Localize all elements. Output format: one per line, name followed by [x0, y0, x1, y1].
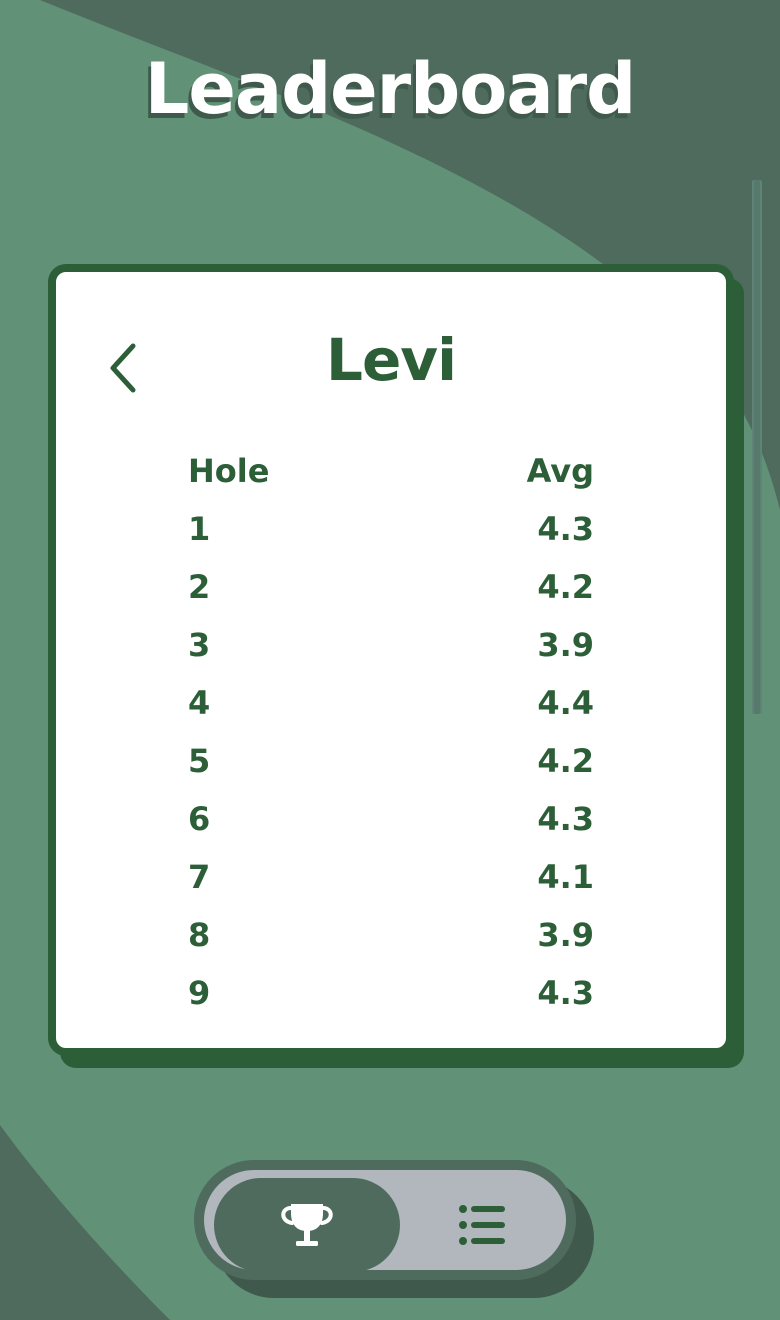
hole-number: 3	[188, 626, 211, 664]
hole-average: 4.3	[537, 974, 594, 1012]
table-header-row: Hole Avg	[188, 442, 594, 500]
hole-number: 2	[188, 568, 211, 606]
hole-number: 4	[188, 684, 211, 722]
hole-average: 3.9	[537, 626, 594, 664]
leaderboard-tab-button[interactable]	[214, 1178, 400, 1272]
player-card: Levi Hole Avg 1 4.3 2 4.2 3 3.9 4 4.4	[48, 264, 734, 1056]
table-row: 4 4.4	[188, 674, 594, 732]
table-row: 7 4.1	[188, 848, 594, 906]
table-row: 1 4.3	[188, 500, 594, 558]
hole-average: 4.2	[537, 742, 594, 780]
list-icon	[459, 1205, 505, 1245]
trophy-icon	[281, 1204, 333, 1246]
table-row: 2 4.2	[188, 558, 594, 616]
table-row: 3 3.9	[188, 616, 594, 674]
scrollbar[interactable]	[752, 180, 762, 714]
chevron-left-icon	[110, 343, 136, 393]
table-row: 6 4.3	[188, 790, 594, 848]
column-header-avg: Avg	[526, 452, 594, 490]
bottom-nav	[194, 1160, 576, 1280]
hole-average: 4.3	[537, 800, 594, 838]
table-row: 5 4.2	[188, 732, 594, 790]
hole-number: 6	[188, 800, 211, 838]
back-button[interactable]	[96, 338, 148, 398]
page-title: Leaderboard	[144, 48, 636, 130]
hole-number: 7	[188, 858, 211, 896]
hole-average: 4.4	[537, 684, 594, 722]
table-row: 8 3.9	[188, 906, 594, 964]
player-name: Levi	[326, 326, 457, 394]
score-table: Hole Avg 1 4.3 2 4.2 3 3.9 4 4.4 5	[188, 442, 594, 1022]
table-row: 9 4.3	[188, 964, 594, 1022]
column-header-hole: Hole	[188, 452, 270, 490]
hole-number: 8	[188, 916, 211, 954]
hole-average: 4.2	[537, 568, 594, 606]
hole-average: 4.1	[537, 858, 594, 896]
scrollbar-thumb[interactable]	[754, 180, 760, 714]
hole-average: 3.9	[537, 916, 594, 954]
hole-number: 1	[188, 510, 211, 548]
hole-average: 4.3	[537, 510, 594, 548]
hole-number: 9	[188, 974, 211, 1012]
list-tab-button[interactable]	[400, 1178, 566, 1272]
hole-number: 5	[188, 742, 211, 780]
